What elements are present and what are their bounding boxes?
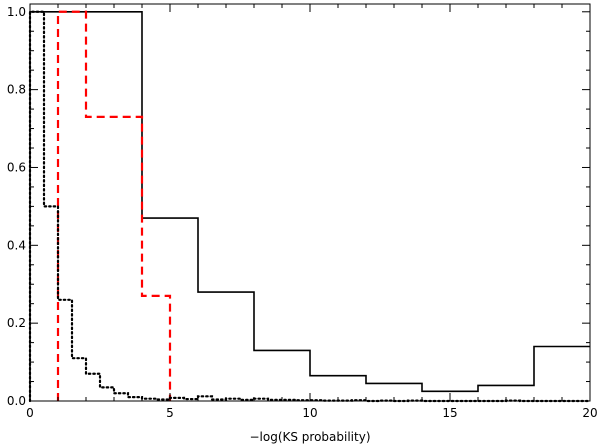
y-tick-label: 0.6	[7, 160, 26, 174]
y-tick-label: 0.8	[7, 83, 26, 97]
y-tick-label: 0.2	[7, 316, 26, 330]
x-tick-label: 0	[26, 406, 34, 420]
x-tick-label: 5	[166, 406, 174, 420]
series-dashed-line	[56, 10, 172, 401]
ticks-layer: 0 5 10 15 20 0.0 0.2 0.4 0.6 0.8 1.0	[7, 4, 598, 420]
y-tick-label: 0.4	[7, 238, 26, 252]
series-solid-line	[29, 10, 590, 401]
x-tick-label: 15	[442, 406, 457, 420]
series-dotted-line	[28, 10, 592, 403]
y-tick-label: 1.0	[7, 5, 26, 19]
plot-frame	[29, 3, 591, 402]
x-axis-title: −log(KS probability)	[249, 430, 370, 444]
y-tick-label: 0.0	[7, 394, 26, 408]
series-layer	[28, 10, 592, 403]
x-tick-label: 20	[582, 406, 597, 420]
x-tick-label: 10	[302, 406, 317, 420]
